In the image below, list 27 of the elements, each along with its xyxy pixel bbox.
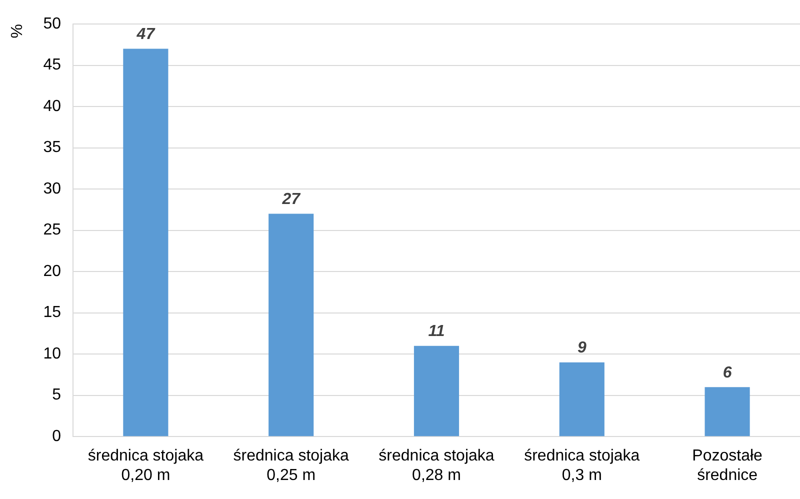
y-tick-label: 35: [43, 139, 62, 156]
y-tick-label: 25: [43, 222, 62, 239]
bar: [268, 214, 314, 436]
bar: [123, 48, 168, 436]
bar: [559, 362, 604, 436]
data-label: 27: [281, 191, 302, 208]
y-tick-label: 5: [52, 386, 62, 404]
y-tick-label: 50: [43, 15, 62, 32]
y-tick-label: 20: [43, 262, 62, 280]
y-tick-label: 45: [43, 56, 62, 74]
y-tick-label: 0: [52, 428, 62, 446]
data-label: 9: [577, 340, 586, 357]
y-tick-label: 30: [43, 180, 62, 198]
data-label: 11: [428, 323, 445, 340]
bar: [704, 387, 750, 436]
x-tick-label: średnica stojaka 0,3 m: [524, 448, 640, 484]
x-tick-label: średnica stojaka 0,20 m: [88, 448, 204, 484]
y-tick-label: 40: [43, 98, 62, 115]
y-tick-label: 15: [43, 304, 62, 322]
y-tick-label: 10: [43, 345, 62, 362]
x-tick-label: średnica stojaka 0,28 m: [378, 448, 494, 484]
y-axis-title: %: [9, 24, 26, 38]
x-tick-label: Pozostałe średnice: [692, 448, 763, 484]
data-label: 6: [722, 364, 732, 382]
bar: [414, 346, 460, 436]
x-tick-label: średnica stojaka 0,25 m: [233, 448, 350, 484]
data-label: 47: [136, 26, 156, 44]
